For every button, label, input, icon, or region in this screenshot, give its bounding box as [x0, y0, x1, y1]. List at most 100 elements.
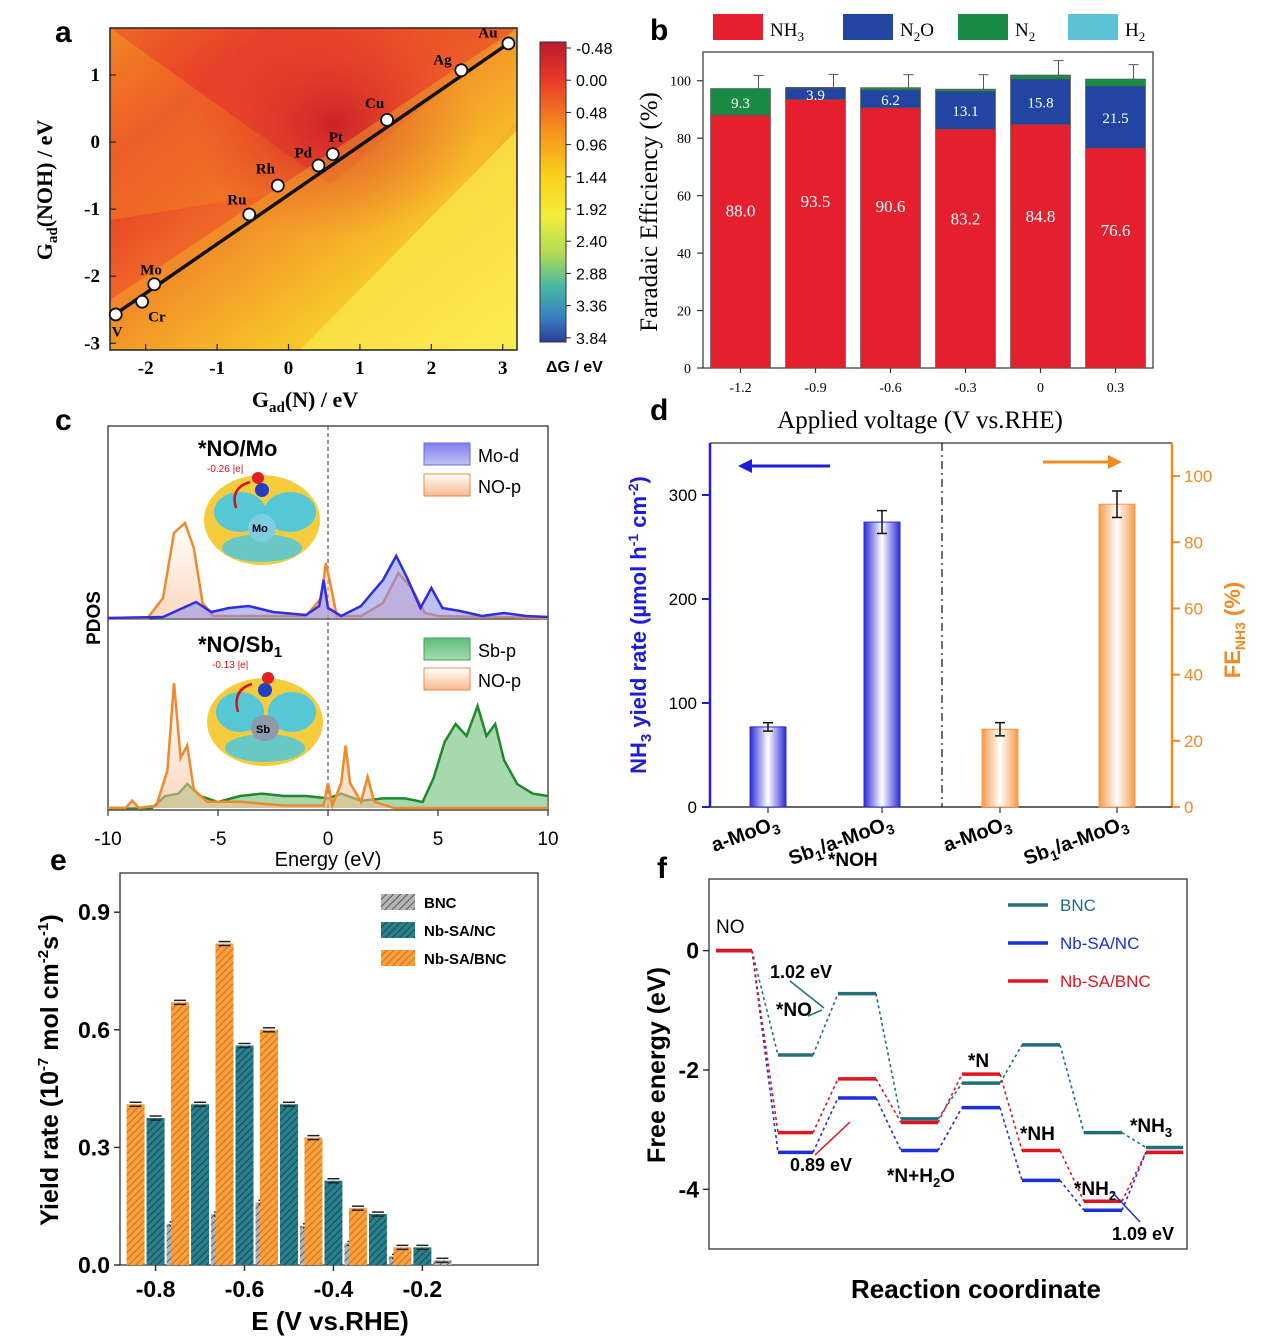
connector-nb-sa-bnc: [999, 1073, 1023, 1151]
connector-nb-sa-bnc: [751, 950, 779, 1133]
xlabel-b: Applied voltage (V vs.RHE): [777, 407, 1063, 434]
charge-density-top: Mo: [204, 472, 320, 565]
colorbar-tick-label: 3.84: [576, 331, 607, 348]
legend-label-f: Nb-SA/BNC: [1060, 972, 1151, 991]
ylabel-c: PDOS: [84, 591, 105, 645]
ylabel-d-left: NH3 yield rate (µmol h-1 cm-2): [625, 476, 655, 774]
legend-swatch-b: [958, 14, 1008, 40]
bar-value-label: 84.8: [1026, 207, 1056, 226]
connector-bnc: [999, 1044, 1023, 1084]
bar-nb-sa-bnc: [215, 943, 234, 1265]
colorbar-tick-label: 1.44: [576, 170, 607, 187]
panel-label-e: e: [50, 844, 67, 877]
ytick-label-b: 60: [677, 190, 691, 205]
ytick-label-b: 0: [684, 362, 691, 377]
connector-nb-sa-nc: [937, 1107, 963, 1151]
legend-label-e: BNC: [424, 895, 457, 912]
legend-sub: 3: [797, 29, 804, 44]
xtick-main: Sb: [786, 841, 818, 870]
colorbar-tick-label: -0.48: [576, 41, 613, 58]
connector-nb-sa-bnc: [937, 1073, 963, 1123]
legend-text: N: [1015, 20, 1029, 41]
panel-d: d 0100200300020406080100a-MoO3Sb1/a-MoO3…: [625, 394, 1248, 873]
xtick-label-a: 3: [498, 358, 508, 379]
point-label-pd: Pd: [294, 146, 312, 162]
bar-value-label: 6.2: [881, 93, 900, 109]
xtick-label-b: -0.9: [804, 381, 826, 396]
annotation-0-89: 0.89 eV: [790, 1155, 852, 1175]
point-label-ag: Ag: [433, 52, 452, 68]
axes-e: 0.0 0.3 0.6 0.9 -0.8 -0.6 -0.4 -0.2: [78, 899, 442, 1302]
panel-f: f 0 -2 -4 BNC Nb-SA/NC Nb-SA/BNC NO *NO *NOH…: [643, 850, 1188, 1304]
point-label-cr: Cr: [148, 310, 166, 326]
bar-nb-sa-bnc: [171, 1002, 190, 1265]
axes-a: -2 -1 0 1 2 3 1 0 -1 -2 -3: [84, 65, 507, 379]
xtick-label-e: -0.8: [136, 1276, 176, 1302]
pdos-no-p-top-fill: [108, 523, 548, 618]
colorbar-tick-label: 0.48: [576, 105, 607, 122]
xtick-label-b: 0.3: [1107, 381, 1125, 396]
ylabel-b: Faradaic Efficiency (%): [636, 92, 663, 332]
panel-e: e 0.0 0.3 0.6 0.9 -0.8 -0.6 -0.4 -0.2 BNC Nb-SA/…: [35, 844, 539, 1336]
bars-d: [749, 490, 1136, 808]
colorbar-title: ΔG / eV: [546, 359, 603, 376]
point-label-cu: Cu: [365, 96, 384, 112]
bar-n2: [1010, 74, 1071, 80]
bottom-title: *NO/Sb1: [198, 632, 282, 661]
legend-swatch-no-p-bottom: [423, 667, 471, 691]
bar-nb-sa-bnc: [348, 1208, 367, 1265]
label-no: NO: [716, 917, 745, 938]
ytick-label-b: 100: [670, 75, 691, 90]
ytick-label-b: 40: [677, 247, 691, 262]
point-label-ru: Ru: [227, 192, 246, 208]
point-ru: [242, 207, 257, 222]
bar-nb-sa-nc: [279, 1104, 298, 1265]
bar-nb-sa-nc: [368, 1214, 387, 1265]
top-inset: *NO/Mo -0.26 |e| Mo Mo-d NO-p: [198, 436, 521, 565]
xtick-label-a: 1: [355, 358, 365, 379]
ytick-label-a: -2: [84, 266, 100, 287]
bar-nh3: [1085, 147, 1146, 369]
colorbar-tick-label: 0.96: [576, 138, 607, 155]
xtick-label-c: 5: [433, 829, 444, 850]
bar-nb-sa-nc: [191, 1104, 210, 1265]
colorbar-tick-label: 0.00: [576, 73, 607, 90]
legend-sub: 2: [914, 29, 921, 44]
point-label-au: Au: [478, 25, 497, 41]
bar-value-label: 88.0: [726, 201, 756, 220]
bar-value-label: 15.8: [1027, 96, 1053, 112]
bottom-inset: *NO/Sb1 -0.13 |e| Sb Sb-p NO-p: [198, 632, 521, 766]
plot-frame-b: [702, 51, 1154, 369]
pdos-curves: [107, 520, 549, 810]
bar-nh3: [785, 99, 846, 369]
bar-n2: [935, 88, 996, 92]
ytick-label-d-right: 40: [1184, 666, 1203, 685]
label-n-h2o: *N+H2O: [887, 1166, 955, 1190]
legend-text: NH: [770, 20, 798, 41]
axes-f: 0 -2 -4: [679, 938, 709, 1202]
bar-value-label: 76.6: [1101, 221, 1131, 240]
bar-value-label: 9.3: [731, 96, 750, 112]
ytick-label-a: -1: [84, 199, 100, 220]
ytick-label-e: 0.3: [78, 1134, 110, 1160]
xlabel-a: Gad(N) / eV: [252, 387, 358, 416]
point-label-mo: Mo: [140, 262, 162, 278]
ytick-label-e: 0.9: [78, 899, 110, 925]
legend-swatch-e: [381, 950, 415, 966]
xtick-label-b: -0.6: [879, 381, 901, 396]
bar-value-label: 83.2: [951, 210, 981, 229]
point-ag: [454, 63, 469, 78]
connector-bnc: [1121, 1131, 1147, 1149]
xtick-label-d: a-MoO3: [708, 812, 783, 860]
connector-nb-sa-nc: [812, 1097, 839, 1153]
bottom-charge: -0.13 |e|: [212, 660, 248, 671]
xtick-label-b: -0.3: [954, 381, 976, 396]
heatmap-frame: [109, 27, 518, 351]
ylabel-d-right: FENH3 (%): [1220, 582, 1248, 678]
xtick-main: Sb: [1021, 841, 1053, 870]
xtick-label-d: Sb1/a-MoO3: [1021, 812, 1132, 873]
xtick-label-c: 0: [323, 829, 334, 850]
connector-bnc: [1059, 1044, 1085, 1133]
panel-label-c: c: [55, 404, 72, 437]
charge-density-bottom: Sb: [207, 672, 323, 766]
